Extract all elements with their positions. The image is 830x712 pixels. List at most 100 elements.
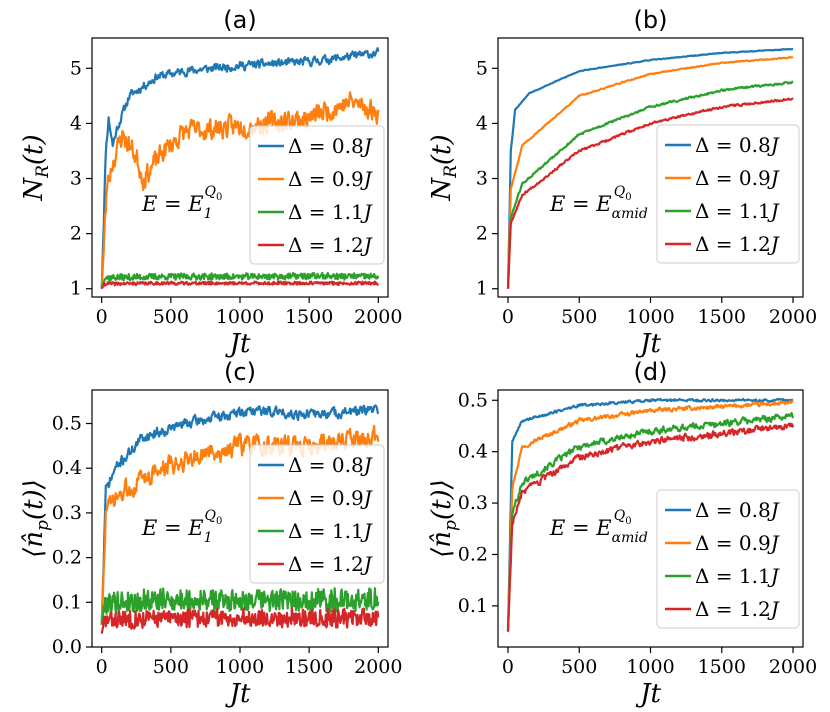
y-tick-label: 0.4 bbox=[52, 457, 82, 479]
series-line-c-4 bbox=[100, 607, 380, 634]
y-label-sub: p bbox=[441, 520, 461, 531]
legend-unit: J bbox=[360, 200, 373, 224]
series-group bbox=[506, 47, 794, 289]
y-tick-label: 4 bbox=[476, 112, 488, 134]
annotation-sup: Q bbox=[205, 508, 217, 524]
energy-annotation: E = E1 Q0 bbox=[141, 184, 222, 222]
series-line-a-1 bbox=[100, 47, 380, 289]
legend-unit: J bbox=[360, 486, 373, 510]
legend-unit: J bbox=[767, 564, 780, 588]
legend: Δ = 0.8JΔ = 0.9JΔ = 1.1JΔ = 1.2J bbox=[249, 125, 385, 265]
y-tick-label: 0.2 bbox=[458, 543, 488, 565]
series-line-a-2 bbox=[100, 91, 380, 289]
x-tick-label: 0 bbox=[502, 656, 514, 678]
y-label-sub: R bbox=[33, 165, 53, 179]
series-group bbox=[100, 47, 380, 290]
annotation-base: E = E bbox=[141, 516, 204, 540]
legend: Δ = 0.8JΔ = 0.9JΔ = 1.1JΔ = 1.2J bbox=[656, 124, 800, 264]
series-line-b-3 bbox=[506, 80, 794, 289]
panel-title: (c) bbox=[224, 358, 256, 386]
y-tick-label: 4 bbox=[70, 112, 82, 134]
y-tick-label: 0.0 bbox=[52, 636, 82, 658]
series-line-c-1 bbox=[100, 404, 380, 625]
legend-unit: J bbox=[360, 233, 373, 257]
x-tick-label: 1500 bbox=[285, 656, 333, 678]
legend-unit: J bbox=[767, 498, 780, 522]
panel-title: (d) bbox=[634, 358, 668, 386]
legend-delta: Δ = 0.8 bbox=[695, 498, 771, 522]
legend-label: Δ = 1.2J bbox=[288, 233, 373, 257]
legend-delta: Δ = 1.1 bbox=[695, 199, 771, 223]
y-label-main: ⟨n̂ bbox=[427, 531, 457, 558]
y-label-sub: p bbox=[33, 520, 53, 531]
legend: Δ = 0.8JΔ = 0.9JΔ = 1.1JΔ = 1.2J bbox=[249, 444, 385, 584]
legend-label: Δ = 1.1J bbox=[695, 564, 780, 588]
y-tick-label: 3 bbox=[476, 168, 488, 190]
x-tick-label: 1000 bbox=[216, 656, 264, 678]
y-tick-label: 3 bbox=[70, 168, 82, 190]
legend-unit: J bbox=[767, 597, 780, 621]
legend-label: Δ = 0.9J bbox=[288, 486, 373, 510]
x-tick-label: 1500 bbox=[698, 306, 746, 328]
x-tick-label: 2000 bbox=[769, 306, 817, 328]
legend-delta: Δ = 0.9 bbox=[288, 486, 364, 510]
y-tick-label: 0.2 bbox=[52, 547, 82, 569]
x-tick-label: 1500 bbox=[698, 656, 746, 678]
series-line-c-3 bbox=[100, 587, 380, 625]
legend-delta: Δ = 1.1 bbox=[695, 564, 771, 588]
x-tick-label: 1000 bbox=[626, 306, 674, 328]
legend-label: Δ = 0.9J bbox=[695, 531, 780, 555]
y-tick-label: 0.3 bbox=[458, 492, 488, 514]
panel-c: 0 500 1000 1500 2000 0.0 0.1 0.2 0.3 0.4 0.5 (c) Jt ⟨… bbox=[19, 358, 402, 709]
legend-delta: Δ = 1.2 bbox=[288, 552, 364, 576]
series-line-d-1 bbox=[506, 397, 794, 632]
series-group bbox=[506, 397, 795, 632]
annotation-sup: Q bbox=[205, 184, 217, 200]
y-tick-label: 1 bbox=[476, 278, 488, 300]
x-tick-label: 2000 bbox=[354, 306, 402, 328]
y-axis-label: ⟨n̂p(t)⟩ bbox=[427, 479, 461, 558]
annotation-sub: 1 bbox=[204, 206, 213, 222]
legend-label: Δ = 0.8J bbox=[695, 133, 780, 157]
legend-delta: Δ = 1.1 bbox=[288, 519, 364, 543]
x-tick-label: 0 bbox=[96, 656, 108, 678]
y-tick-label: 0.4 bbox=[458, 441, 488, 463]
x-tick-label: 1000 bbox=[626, 656, 674, 678]
legend-delta: Δ = 0.9 bbox=[288, 167, 364, 191]
energy-annotation: E = Eαmid Q0 bbox=[549, 508, 648, 546]
x-tick-label: 500 bbox=[561, 306, 597, 328]
legend-delta: Δ = 1.1 bbox=[288, 200, 364, 224]
y-tick-label: 1 bbox=[70, 278, 82, 300]
legend-unit: J bbox=[767, 166, 780, 190]
series-line-b-4 bbox=[506, 97, 794, 289]
legend-unit: J bbox=[360, 134, 373, 158]
legend-unit: J bbox=[360, 167, 373, 191]
series-line-a-4 bbox=[100, 280, 380, 290]
y-label-main: N bbox=[427, 177, 457, 202]
series-line-d-3 bbox=[506, 411, 795, 632]
series-line-d-4 bbox=[506, 422, 795, 632]
x-tick-label: 1500 bbox=[285, 306, 333, 328]
legend-label: Δ = 1.2J bbox=[288, 552, 373, 576]
x-tick-label: 500 bbox=[153, 306, 189, 328]
y-label-main: N bbox=[19, 177, 49, 202]
legend-delta: Δ = 1.2 bbox=[288, 233, 364, 257]
legend-unit: J bbox=[360, 519, 373, 543]
panel-title: (a) bbox=[223, 6, 256, 34]
x-axis-label: Jt bbox=[225, 329, 251, 359]
legend-unit: J bbox=[767, 133, 780, 157]
annotation-sub: 1 bbox=[204, 530, 213, 546]
legend-label: Δ = 1.1J bbox=[288, 519, 373, 543]
y-axis-label: ⟨n̂p(t)⟩ bbox=[19, 479, 53, 558]
legend-delta: Δ = 0.8 bbox=[288, 134, 364, 158]
legend-unit: J bbox=[767, 531, 780, 555]
panel-title: (b) bbox=[634, 6, 668, 34]
legend-label: Δ = 1.2J bbox=[695, 232, 780, 256]
x-tick-label: 2000 bbox=[769, 656, 817, 678]
annotation-supsub: 0 bbox=[216, 192, 222, 203]
legend-box bbox=[249, 125, 385, 265]
legend-label: Δ = 0.8J bbox=[695, 498, 780, 522]
legend-label: Δ = 0.8J bbox=[288, 134, 373, 158]
x-tick-label: 0 bbox=[502, 306, 514, 328]
annotation-sup: Q bbox=[614, 184, 626, 200]
